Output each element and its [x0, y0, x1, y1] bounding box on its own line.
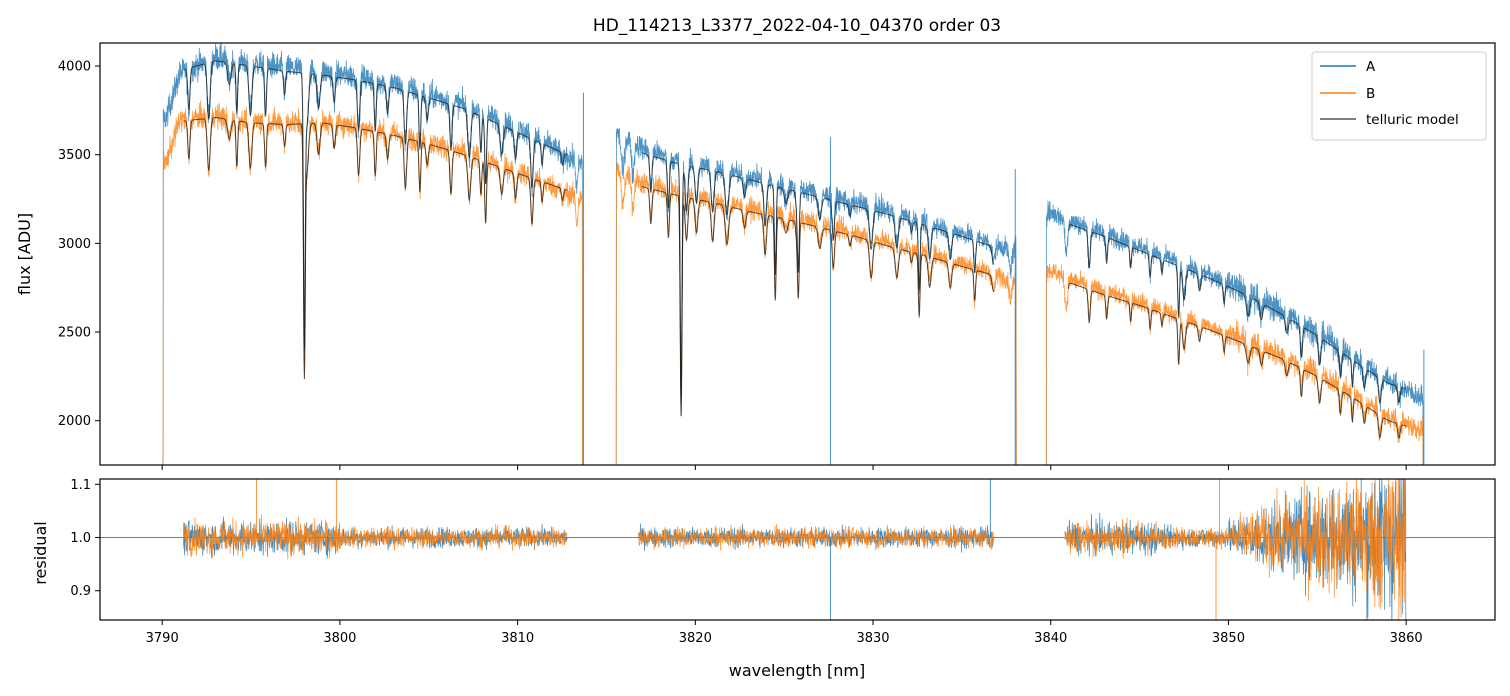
flux-y-tick-label: 4000	[58, 60, 91, 75]
residual-y-tick-label: 0.9	[70, 584, 91, 599]
flux-y-tick-label: 3000	[58, 237, 91, 252]
x-axis-label: wavelength [nm]	[729, 661, 866, 680]
series-b-line-seg0	[162, 100, 583, 465]
flux-y-tick-label: 2000	[58, 414, 91, 429]
telluric-model-a-line-seg0	[183, 60, 568, 349]
legend-label-b: B	[1366, 86, 1375, 102]
telluric-model-b-line-seg1	[641, 186, 995, 417]
residual-panel: 0.9 1.0 1.1 3790 3800 3810 3820 3830 3840 3850 38…	[31, 478, 1496, 680]
legend-label-telluric: telluric model	[1366, 112, 1459, 128]
x-tick-label: 3800	[323, 631, 356, 646]
flux-x-ticks	[161, 465, 1407, 470]
residual-y-axis-label: residual	[31, 521, 50, 584]
x-tick-label: 3830	[856, 631, 889, 646]
x-tick-label: 3860	[1390, 631, 1423, 646]
x-tick-label: 3850	[1212, 631, 1245, 646]
legend-label-a: A	[1366, 59, 1376, 75]
x-tick-label: 3820	[679, 631, 712, 646]
flux-y-axis-label: flux [ADU]	[15, 213, 34, 295]
x-tick-label: 3840	[1034, 631, 1067, 646]
residual-axes-frame	[99, 478, 1496, 621]
chart-title: HD_114213_L3377_2022-04-10_04370 order 0…	[593, 16, 1001, 36]
residual-y-ticks: 0.9 1.0 1.1	[70, 478, 100, 599]
telluric-model-a-line-seg1	[641, 152, 995, 397]
telluric-model-b-line-seg0	[183, 117, 568, 380]
x-tick-label: 3810	[501, 631, 534, 646]
legend-box	[1311, 51, 1487, 141]
flux-y-tick-label: 3500	[58, 148, 91, 163]
residual-b-line-seg0	[183, 514, 568, 560]
flux-y-tick-label: 2500	[58, 326, 91, 341]
flux-axes-frame	[99, 42, 1496, 466]
residual-y-tick-label: 1.1	[70, 478, 91, 493]
series-a-line-seg2	[1045, 200, 1424, 465]
residual-x-ticks: 3790 3800 3810 3820 3830 3840 3850 3860	[146, 620, 1423, 646]
telluric-model-a-line-seg2	[1068, 224, 1407, 404]
residual-b-line-seg1	[638, 524, 995, 551]
flux-y-ticks: 2000 2500 3000 3500 4000	[58, 60, 100, 429]
x-tick-label: 3790	[146, 631, 179, 646]
residual-plot-area	[100, 479, 1495, 620]
telluric-model-b-line-seg2	[1068, 282, 1407, 439]
residual-y-tick-label: 1.0	[70, 531, 91, 546]
flux-panel: 2000 2500 3000 3500 4000 flux [ADU] A B tell…	[15, 42, 1496, 470]
residual-b-line-seg2	[1064, 479, 1407, 620]
legend: A B telluric model	[1311, 51, 1487, 141]
flux-plot-area	[162, 43, 1425, 465]
